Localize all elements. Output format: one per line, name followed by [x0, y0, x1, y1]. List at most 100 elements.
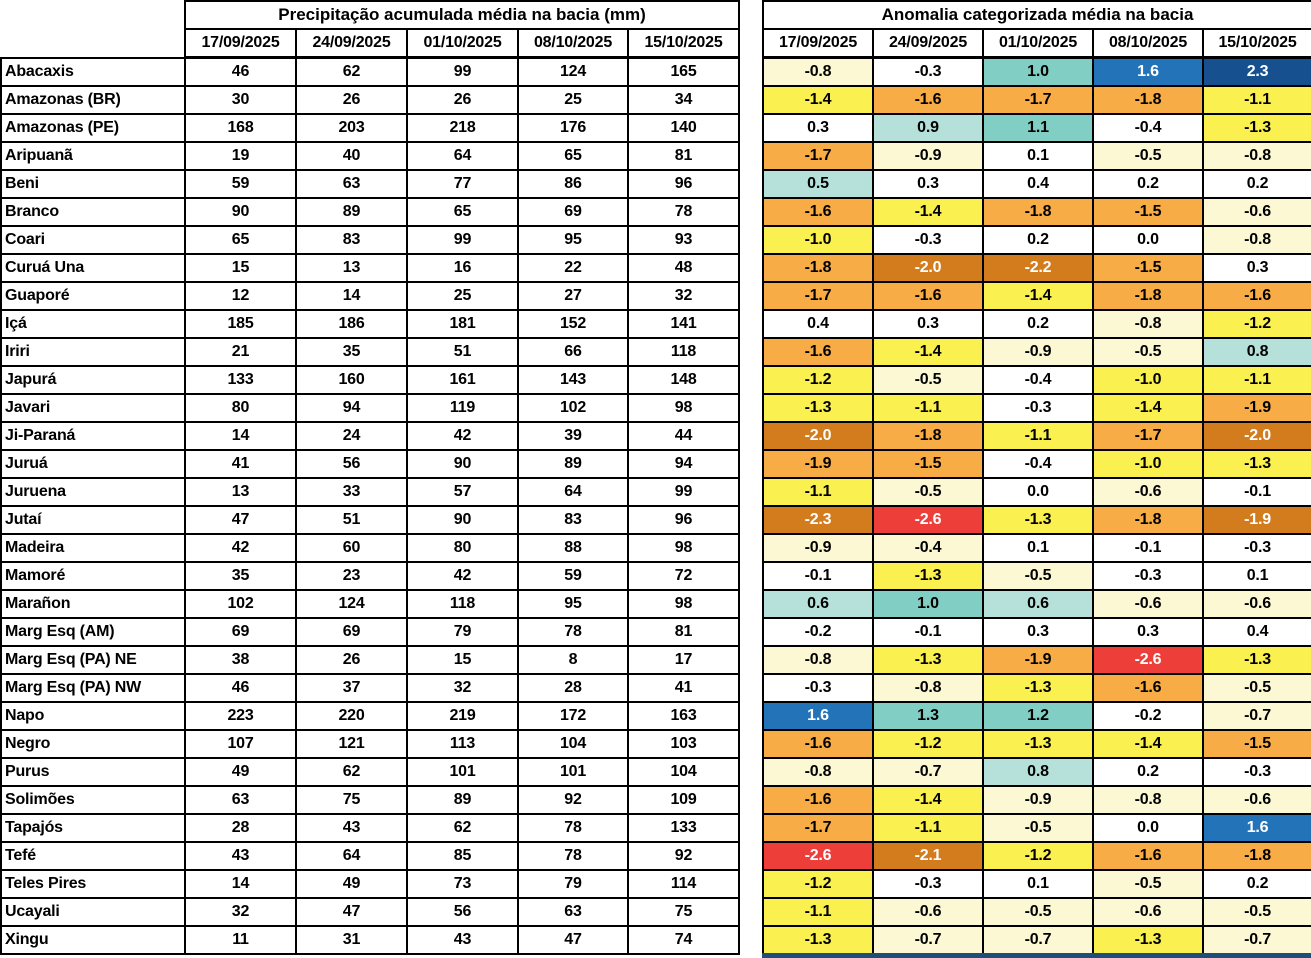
- anomaly-cell: 0.4: [982, 169, 1094, 199]
- precipitation-cell: 16: [406, 253, 519, 283]
- anomaly-row: -1.6 -1.2 -1.3 -1.4 -1.5: [762, 729, 1311, 759]
- precipitation-cell: 161: [406, 365, 519, 395]
- anomaly-row: -1.7 -1.1 -0.5 0.0 1.6: [762, 813, 1311, 843]
- precipitation-cell: 102: [184, 589, 297, 619]
- precipitation-cell: 219: [406, 701, 519, 731]
- column-header-date: 24/09/2025: [295, 28, 408, 59]
- precipitation-cell: 176: [517, 113, 629, 143]
- precipitation-cell: 109: [627, 785, 740, 815]
- anomaly-cell: -1.8: [762, 253, 874, 283]
- anomaly-row: 0.6 1.0 0.6 -0.6 -0.6: [762, 589, 1311, 619]
- precipitation-cell: 78: [517, 841, 629, 871]
- anomaly-cell: -1.4: [1092, 729, 1204, 759]
- precipitation-row: Içá 185 186 181 152 141: [0, 309, 740, 339]
- precipitation-cell: 102: [517, 393, 629, 423]
- anomaly-cell: -1.5: [1092, 197, 1204, 227]
- precipitation-row: Teles Pires 14 49 73 79 114: [0, 869, 740, 899]
- basin-row-label: Negro: [0, 729, 186, 759]
- anomaly-cell: -0.5: [1092, 141, 1204, 171]
- precipitation-cell: 35: [184, 561, 297, 591]
- anomaly-cell: -1.4: [1092, 393, 1204, 423]
- anomaly-cell: 0.8: [1201, 337, 1311, 367]
- basin-row-label: Javari: [0, 393, 186, 423]
- basin-row-label: Jutaí: [0, 505, 186, 535]
- precipitation-cell: 98: [627, 589, 740, 619]
- anomaly-cell: -2.3: [762, 505, 874, 535]
- anomaly-row: 0.5 0.3 0.4 0.2 0.2: [762, 169, 1311, 199]
- precipitation-title-row: Precipitação acumulada média na bacia (m…: [1, 0, 740, 58]
- precipitation-cell: 19: [184, 141, 297, 171]
- precipitation-cell: 81: [627, 617, 740, 647]
- anomaly-cell: -0.3: [1201, 533, 1311, 563]
- precipitation-cell: 89: [406, 785, 519, 815]
- precipitation-cell: 74: [627, 925, 740, 955]
- precipitation-cell: 64: [295, 841, 408, 871]
- precipitation-cell: 118: [406, 589, 519, 619]
- precipitation-cell: 39: [517, 421, 629, 451]
- anomaly-row: -2.6 -2.1 -1.2 -1.6 -1.8: [762, 841, 1311, 871]
- precipitation-cell: 63: [295, 169, 408, 199]
- precipitation-row: Abacaxis 46 62 99 124 165: [0, 56, 740, 87]
- precipitation-cell: 99: [406, 56, 519, 87]
- precipitation-row: Branco 90 89 65 69 78: [0, 197, 740, 227]
- precipitation-cell: 118: [627, 337, 740, 367]
- anomaly-cell: 0.2: [1092, 169, 1204, 199]
- anomaly-cell: -0.8: [872, 673, 984, 703]
- anomaly-cell: 0.6: [982, 589, 1094, 619]
- anomaly-row: -2.3 -2.6 -1.3 -1.8 -1.9: [762, 505, 1311, 535]
- anomaly-cell: -2.0: [1201, 421, 1311, 451]
- anomaly-cell: -0.5: [1201, 673, 1311, 703]
- anomaly-cell: 1.2: [982, 701, 1094, 731]
- precipitation-cell: 40: [295, 141, 408, 171]
- anomaly-cell: -0.6: [1092, 897, 1204, 927]
- precipitation-cell: 88: [517, 533, 629, 563]
- precipitation-cell: 73: [406, 869, 519, 899]
- precipitation-cell: 46: [184, 56, 297, 87]
- anomaly-cell: -0.4: [1092, 113, 1204, 143]
- precipitation-row: Tapajós 28 43 62 78 133: [0, 813, 740, 843]
- precipitation-cell: 99: [406, 225, 519, 255]
- precipitation-cell: 98: [627, 533, 740, 563]
- precipitation-cell: 56: [406, 897, 519, 927]
- anomaly-cell: -1.3: [1092, 925, 1204, 955]
- anomaly-row: -0.8 -0.3 1.0 1.6 2.3: [762, 56, 1311, 87]
- anomaly-cell: -0.7: [872, 757, 984, 787]
- precipitation-cell: 101: [517, 757, 629, 787]
- precipitation-row: Marg Esq (AM) 69 69 79 78 81: [0, 617, 740, 647]
- anomaly-row: -1.8 -2.0 -2.2 -1.5 0.3: [762, 253, 1311, 283]
- anomaly-cell: -1.1: [872, 813, 984, 843]
- anomaly-row: -0.3 -0.8 -1.3 -1.6 -0.5: [762, 673, 1311, 703]
- basin-row-label: Branco: [0, 197, 186, 227]
- precipitation-cell: 72: [627, 561, 740, 591]
- precipitation-cell: 104: [517, 729, 629, 759]
- precipitation-cell: 218: [406, 113, 519, 143]
- precipitation-cell: 32: [406, 673, 519, 703]
- anomaly-cell: -1.6: [1201, 281, 1311, 311]
- precipitation-cell: 43: [295, 813, 408, 843]
- anomaly-cell: -1.8: [1201, 841, 1311, 871]
- precipitation-cell: 64: [406, 141, 519, 171]
- anomaly-cell: 0.3: [1092, 617, 1204, 647]
- precipitation-cell: 41: [184, 449, 297, 479]
- precipitation-cell: 26: [406, 85, 519, 115]
- anomaly-cell: 0.2: [982, 225, 1094, 255]
- precipitation-cell: 186: [295, 309, 408, 339]
- precipitation-cell: 148: [627, 365, 740, 395]
- precipitation-row: Curuá Una 15 13 16 22 48: [0, 253, 740, 283]
- precipitation-cell: 95: [517, 225, 629, 255]
- anomaly-row: -0.2 -0.1 0.3 0.3 0.4: [762, 617, 1311, 647]
- anomaly-cell: 0.2: [1201, 869, 1311, 899]
- precipitation-cell: 69: [295, 617, 408, 647]
- precipitation-cell: 65: [406, 197, 519, 227]
- anomaly-cell: -1.9: [1201, 505, 1311, 535]
- precipitation-cell: 62: [295, 56, 408, 87]
- precipitation-cell: 59: [517, 561, 629, 591]
- anomaly-cell: -1.6: [762, 729, 874, 759]
- precipitation-cell: 79: [406, 617, 519, 647]
- precipitation-cell: 22: [517, 253, 629, 283]
- anomaly-cell: 0.2: [1092, 757, 1204, 787]
- anomaly-cell: -0.9: [872, 141, 984, 171]
- precipitation-cell: 56: [295, 449, 408, 479]
- basin-row-label: Madeira: [0, 533, 186, 563]
- precipitation-cell: 89: [517, 449, 629, 479]
